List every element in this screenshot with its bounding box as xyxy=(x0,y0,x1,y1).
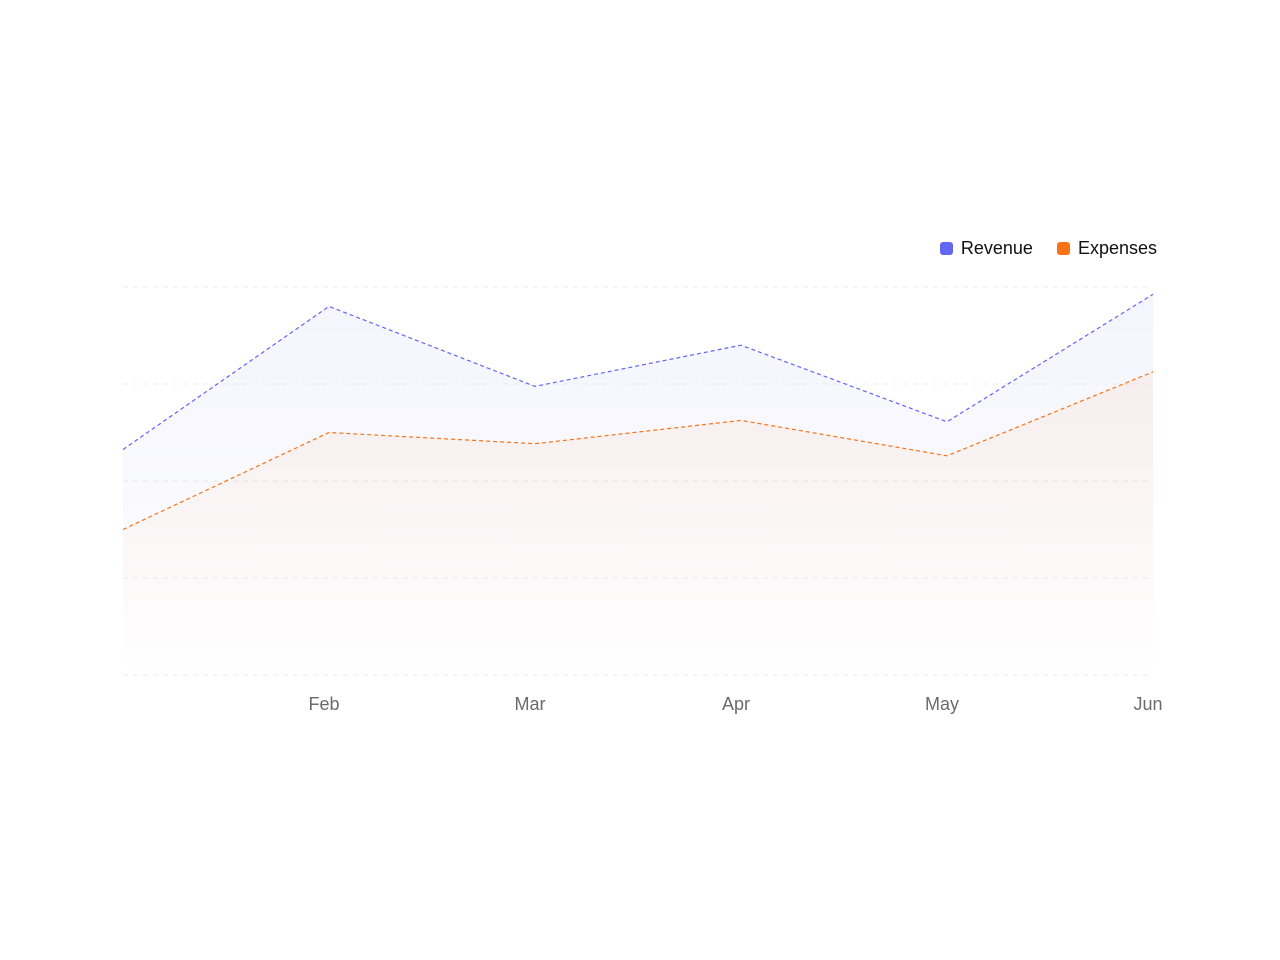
x-axis-ticks: Feb Mar Apr May Jun xyxy=(308,694,1162,714)
x-tick-label-jun: Jun xyxy=(1133,694,1162,714)
legend-item-revenue[interactable]: Revenue xyxy=(939,238,1033,259)
x-tick-label-apr: Apr xyxy=(722,694,750,714)
legend-swatch-revenue xyxy=(939,242,953,255)
area-expenses xyxy=(123,371,1153,675)
x-tick-label-may: May xyxy=(925,694,959,714)
legend-swatch-expenses xyxy=(1056,242,1070,255)
chart-legend: Revenue Expenses xyxy=(939,238,1157,259)
line-expenses[interactable] xyxy=(122,371,1154,531)
series-lines xyxy=(122,293,1154,531)
legend-item-expenses[interactable]: Expenses xyxy=(1056,238,1157,259)
x-tick-label-feb: Feb xyxy=(308,694,339,714)
legend-label-expenses: Expenses xyxy=(1077,238,1157,258)
series-areas xyxy=(123,294,1153,675)
x-tick-label-mar: Mar xyxy=(515,694,546,714)
line-revenue[interactable] xyxy=(122,293,1154,450)
legend-label-revenue: Revenue xyxy=(960,238,1033,258)
